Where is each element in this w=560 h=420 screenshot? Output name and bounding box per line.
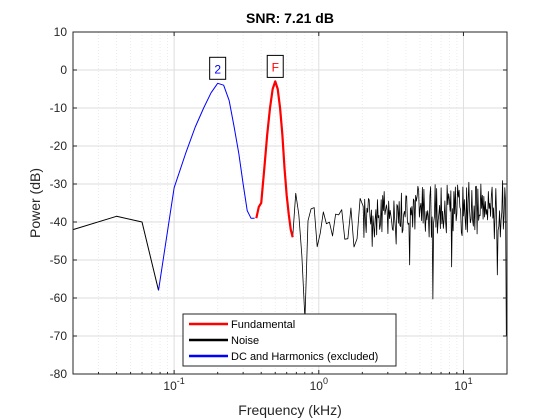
legend-label: Noise bbox=[231, 335, 259, 347]
chart-title: SNR: 7.21 dB bbox=[246, 10, 334, 26]
legend-label: DC and Harmonics (excluded) bbox=[231, 351, 378, 363]
y-tick-label: -30 bbox=[50, 177, 68, 191]
peak-marker-label: F bbox=[272, 60, 279, 74]
harmonics-series bbox=[158, 82, 255, 291]
y-tick-label: -80 bbox=[50, 367, 68, 381]
noise-series-high bbox=[292, 180, 507, 337]
x-axis-label: Frequency (kHz) bbox=[238, 402, 341, 418]
noise-series-low bbox=[72, 215, 159, 291]
y-tick-label: -70 bbox=[50, 329, 68, 343]
x-tick-label: 100 bbox=[310, 376, 328, 393]
y-tick-label: -20 bbox=[50, 139, 68, 153]
y-tick-label: 0 bbox=[60, 63, 67, 77]
legend-box bbox=[182, 313, 397, 367]
x-tick-label: 10-1 bbox=[163, 376, 184, 393]
y-tick-label: -10 bbox=[50, 101, 68, 115]
series-lines bbox=[72, 80, 507, 337]
x-tick-label: 101 bbox=[454, 376, 472, 393]
legend: Fundamental Noise DC and Harmonics (exclud… bbox=[182, 313, 397, 367]
y-tick-label: -60 bbox=[50, 291, 68, 305]
y-tick-label: -40 bbox=[50, 215, 68, 229]
peak-marker-box bbox=[266, 54, 284, 78]
peak-marker-label: 2 bbox=[214, 62, 221, 76]
legend-label: Fundamental bbox=[231, 319, 295, 331]
peak-marker-box bbox=[209, 56, 227, 80]
fundamental-series bbox=[255, 80, 294, 238]
y-tick-label: -50 bbox=[50, 253, 68, 267]
y-axis-label: Power (dB) bbox=[27, 168, 43, 238]
y-tick-label: 10 bbox=[54, 25, 68, 39]
